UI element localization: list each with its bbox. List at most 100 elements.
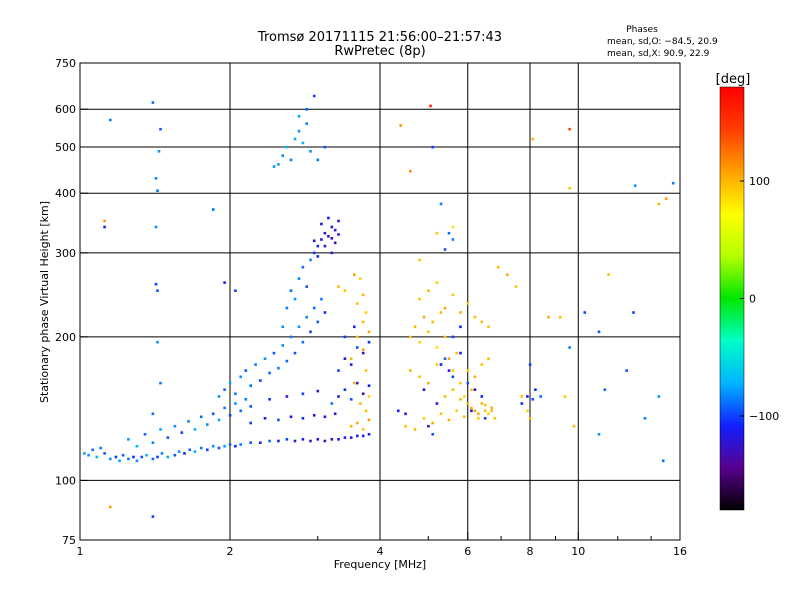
- data-point: [309, 330, 312, 334]
- data-point: [473, 375, 477, 379]
- data-point: [563, 395, 567, 398]
- data-point: [531, 398, 535, 401]
- data-point: [285, 359, 289, 363]
- data-point: [223, 281, 226, 284]
- data-point: [333, 412, 337, 416]
- data-point: [625, 369, 628, 372]
- data-point: [323, 231, 327, 235]
- data-point: [305, 285, 308, 288]
- data-point: [320, 297, 323, 301]
- y-tick-label: 500: [55, 141, 76, 154]
- data-point: [343, 357, 347, 360]
- data-point: [462, 415, 466, 419]
- data-point: [409, 169, 412, 173]
- chart-title: Tromsø 20171115 21:56:00–21:57:43: [257, 30, 502, 45]
- data-point: [487, 412, 490, 416]
- data-point: [418, 258, 421, 262]
- data-point: [297, 277, 301, 280]
- x-tick-label: 16: [673, 545, 687, 558]
- data-point: [361, 428, 365, 431]
- data-point: [547, 315, 550, 319]
- data-point: [156, 289, 159, 292]
- data-point: [337, 438, 340, 441]
- data-point: [361, 320, 365, 324]
- data-point: [404, 412, 407, 416]
- data-point: [259, 441, 262, 444]
- data-point: [285, 145, 289, 149]
- y-tick-label: 750: [55, 57, 76, 70]
- y-tick-label: 400: [55, 187, 76, 200]
- data-point: [312, 239, 316, 243]
- data-point: [199, 415, 203, 419]
- x-tick-label: 10: [571, 545, 585, 558]
- data-point: [664, 197, 668, 200]
- data-point: [418, 297, 421, 301]
- data-point: [435, 281, 439, 284]
- data-point: [206, 448, 209, 452]
- data-point: [473, 388, 477, 391]
- data-point: [173, 424, 177, 428]
- data-point: [151, 457, 155, 461]
- data-point: [157, 150, 161, 153]
- data-point: [356, 421, 359, 425]
- data-point: [323, 145, 327, 149]
- data-point: [239, 443, 242, 446]
- data-point: [211, 208, 215, 211]
- y-tick-label: 600: [55, 103, 76, 116]
- data-point: [281, 325, 284, 329]
- data-point: [316, 389, 320, 393]
- data-point: [356, 381, 359, 385]
- data-point: [367, 330, 371, 334]
- data-point: [477, 417, 480, 420]
- data-point: [572, 424, 576, 428]
- data-point: [327, 216, 330, 220]
- data-point: [443, 395, 447, 398]
- data-point: [285, 395, 289, 398]
- data-point: [409, 335, 412, 339]
- data-point: [337, 219, 340, 223]
- data-point: [539, 395, 542, 398]
- grid: [80, 63, 680, 540]
- data-point: [301, 265, 305, 269]
- data-point: [263, 357, 267, 360]
- data-point: [228, 381, 232, 385]
- data-point: [431, 433, 434, 436]
- data-point: [353, 273, 356, 276]
- data-point: [309, 150, 312, 153]
- data-point: [343, 436, 347, 439]
- data-point: [323, 244, 327, 248]
- data-points: [83, 94, 675, 518]
- data-point: [234, 402, 237, 405]
- data-point: [520, 402, 524, 405]
- data-point: [361, 434, 365, 438]
- data-point: [297, 325, 301, 329]
- data-point: [312, 414, 316, 417]
- data-point: [316, 438, 320, 441]
- data-point: [305, 315, 308, 319]
- data-point: [671, 181, 675, 185]
- stats-heading: Phases: [626, 25, 658, 35]
- data-point: [249, 441, 252, 444]
- data-point: [526, 395, 529, 398]
- y-axis-label: Stationary phase Virtual Height [km]: [38, 201, 51, 403]
- data-point: [657, 202, 661, 206]
- data-point: [480, 363, 484, 366]
- data-point: [534, 388, 537, 391]
- data-point: [83, 452, 86, 455]
- data-point: [154, 282, 158, 286]
- data-point: [435, 363, 439, 366]
- data-point: [244, 369, 248, 372]
- data-point: [359, 402, 362, 405]
- data-point: [353, 381, 356, 385]
- data-point: [447, 369, 451, 372]
- data-point: [199, 446, 203, 450]
- data-point: [151, 515, 155, 518]
- data-point: [361, 351, 365, 355]
- data-point: [234, 289, 237, 292]
- data-point: [330, 251, 334, 255]
- data-point: [228, 414, 232, 417]
- data-point: [367, 418, 371, 422]
- data-point: [87, 453, 90, 457]
- chart-subtitle: RwPretec (8p): [334, 44, 425, 59]
